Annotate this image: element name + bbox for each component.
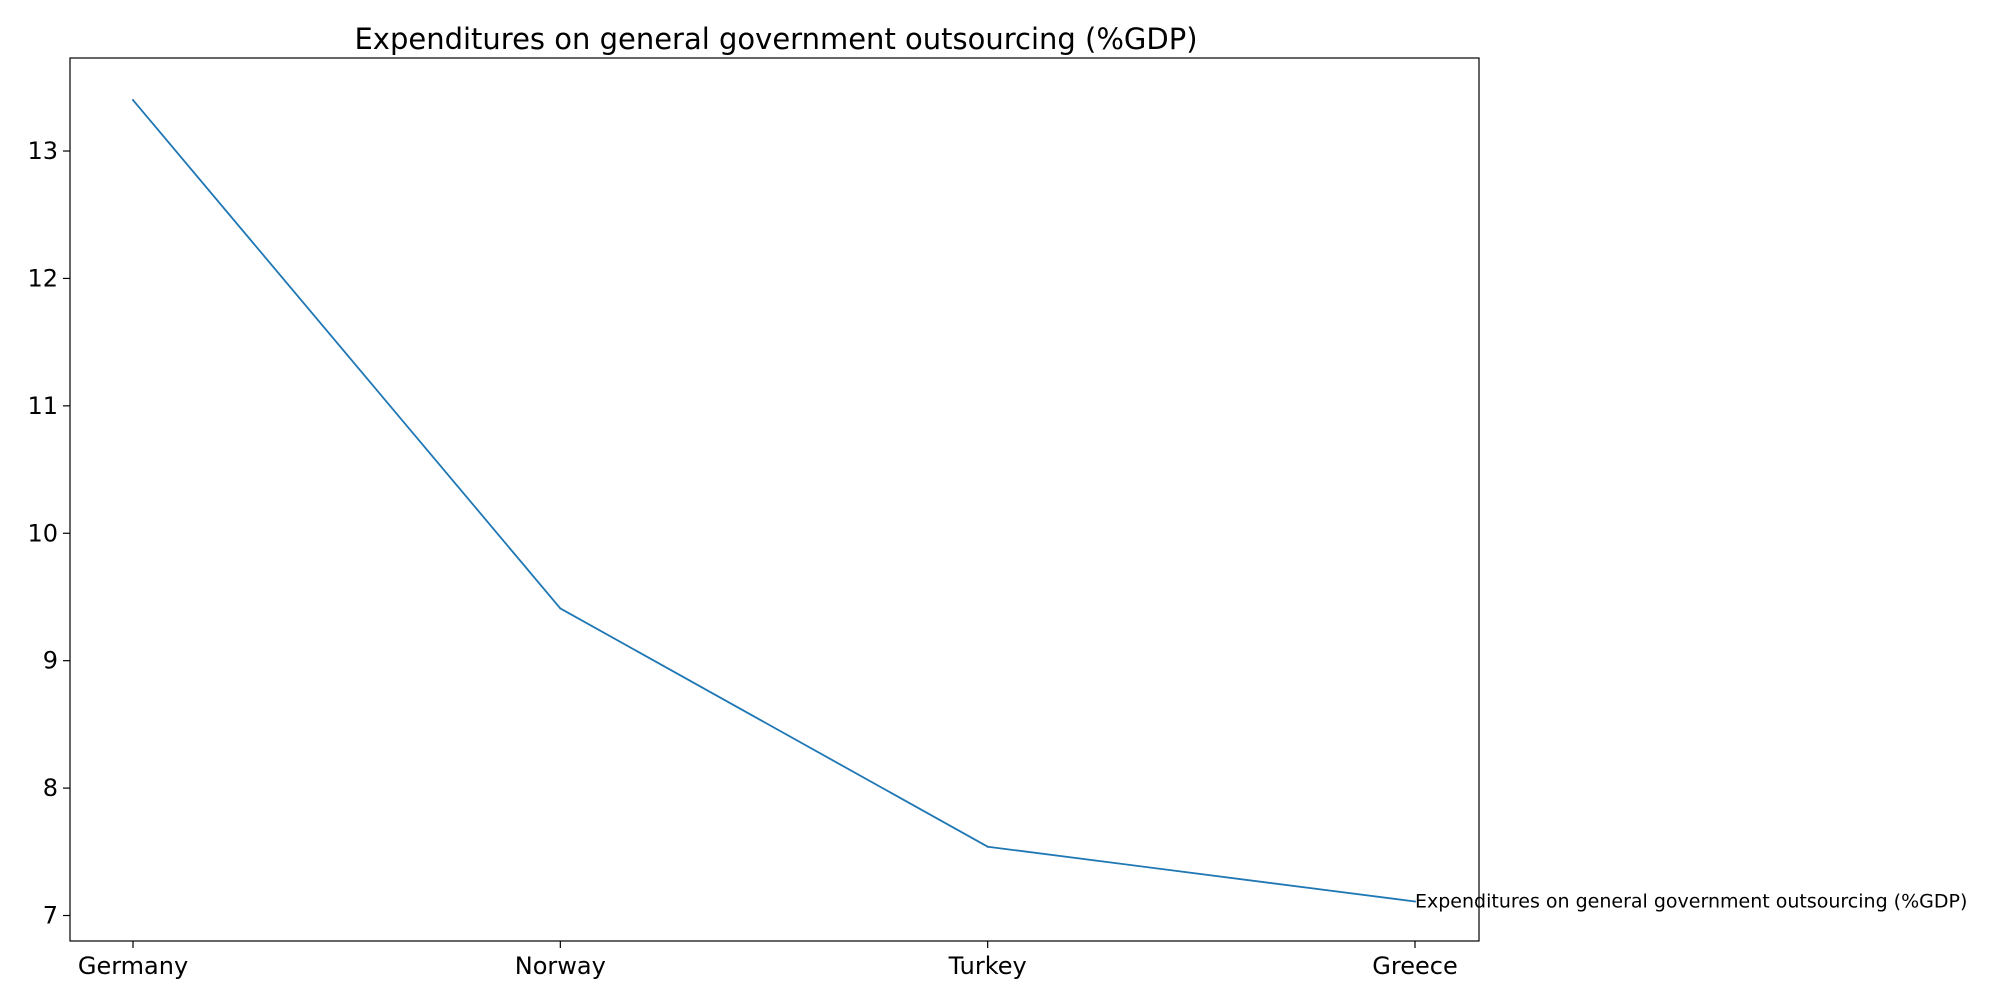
y-tick-label: 8 — [43, 774, 58, 802]
y-tick-label: 12 — [27, 264, 58, 292]
y-tick-label: 7 — [43, 902, 58, 930]
series-line — [132, 99, 1416, 903]
data-point — [132, 99, 134, 102]
x-tick-label: Turkey — [948, 952, 1027, 980]
plot-area-frame — [69, 57, 1480, 942]
data-point — [559, 607, 562, 610]
y-tick-label: 10 — [27, 519, 58, 547]
y-axis: 7 8 9 10 11 12 13 — [27, 137, 70, 930]
x-tick-label: Norway — [515, 952, 606, 980]
x-tick-label: Greece — [1372, 952, 1457, 980]
data-point — [986, 845, 989, 848]
chart-title: Expenditures on general government outso… — [354, 22, 1197, 56]
y-tick-label: 11 — [27, 392, 58, 420]
x-tick-label: Germany — [78, 952, 188, 980]
series-layer: Expenditures on general government outso… — [132, 99, 1967, 913]
x-axis: Germany Norway Turkey Greece — [78, 941, 1458, 980]
data-point — [1414, 900, 1416, 903]
y-tick-label: 9 — [43, 647, 58, 675]
y-tick-label: 13 — [27, 137, 58, 165]
series-end-label: Expenditures on general government outso… — [1415, 891, 1967, 913]
